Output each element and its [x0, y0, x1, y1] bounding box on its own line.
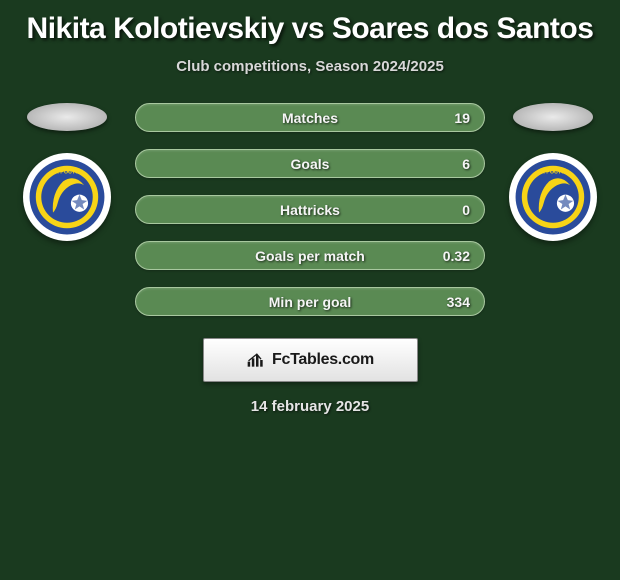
stat-right-value: 334 — [432, 294, 470, 310]
stat-row-min-per-goal: Min per goal 334 — [135, 287, 485, 316]
stat-right-value: 19 — [432, 110, 470, 126]
brand-text: FcTables.com — [272, 351, 374, 369]
stats-column: Matches 19 Goals 6 Hattricks 0 Goals per… — [135, 103, 485, 316]
stat-right-value: 0 — [432, 202, 470, 218]
club-crest-left: ФК РОСТОВ — [23, 153, 111, 241]
subtitle: Club competitions, Season 2024/2025 — [176, 58, 444, 75]
svg-text:ФК РОСТОВ: ФК РОСТОВ — [537, 170, 570, 176]
page-title: Nikita Kolotievskiy vs Soares dos Santos — [27, 12, 594, 46]
right-player-column: ФК РОСТОВ — [503, 103, 603, 241]
date-label: 14 february 2025 — [251, 398, 369, 415]
stat-row-hattricks: Hattricks 0 — [135, 195, 485, 224]
stat-row-goals: Goals 6 — [135, 149, 485, 178]
stat-right-value: 0.32 — [432, 248, 470, 264]
player-photo-placeholder-right — [513, 103, 593, 131]
stat-right-value: 6 — [432, 156, 470, 172]
brand-box[interactable]: FcTables.com — [203, 338, 418, 382]
club-crest-right: ФК РОСТОВ — [509, 153, 597, 241]
stat-label: Min per goal — [269, 294, 351, 310]
stat-label: Hattricks — [280, 202, 340, 218]
main-row: ФК РОСТОВ Matches 19 Goals 6 Hattricks 0 — [15, 103, 605, 316]
svg-text:ФК РОСТОВ: ФК РОСТОВ — [51, 170, 84, 176]
fk-rostov-crest-icon: ФК РОСТОВ — [514, 158, 592, 236]
fk-rostov-crest-icon: ФК РОСТОВ — [28, 158, 106, 236]
player-photo-placeholder-left — [27, 103, 107, 131]
stat-label: Matches — [282, 110, 338, 126]
comparison-card: Nikita Kolotievskiy vs Soares dos Santos… — [0, 0, 620, 425]
bar-chart-icon — [246, 351, 266, 369]
stat-row-matches: Matches 19 — [135, 103, 485, 132]
stat-label: Goals — [291, 156, 330, 172]
stat-row-goals-per-match: Goals per match 0.32 — [135, 241, 485, 270]
stat-label: Goals per match — [255, 248, 365, 264]
left-player-column: ФК РОСТОВ — [17, 103, 117, 241]
